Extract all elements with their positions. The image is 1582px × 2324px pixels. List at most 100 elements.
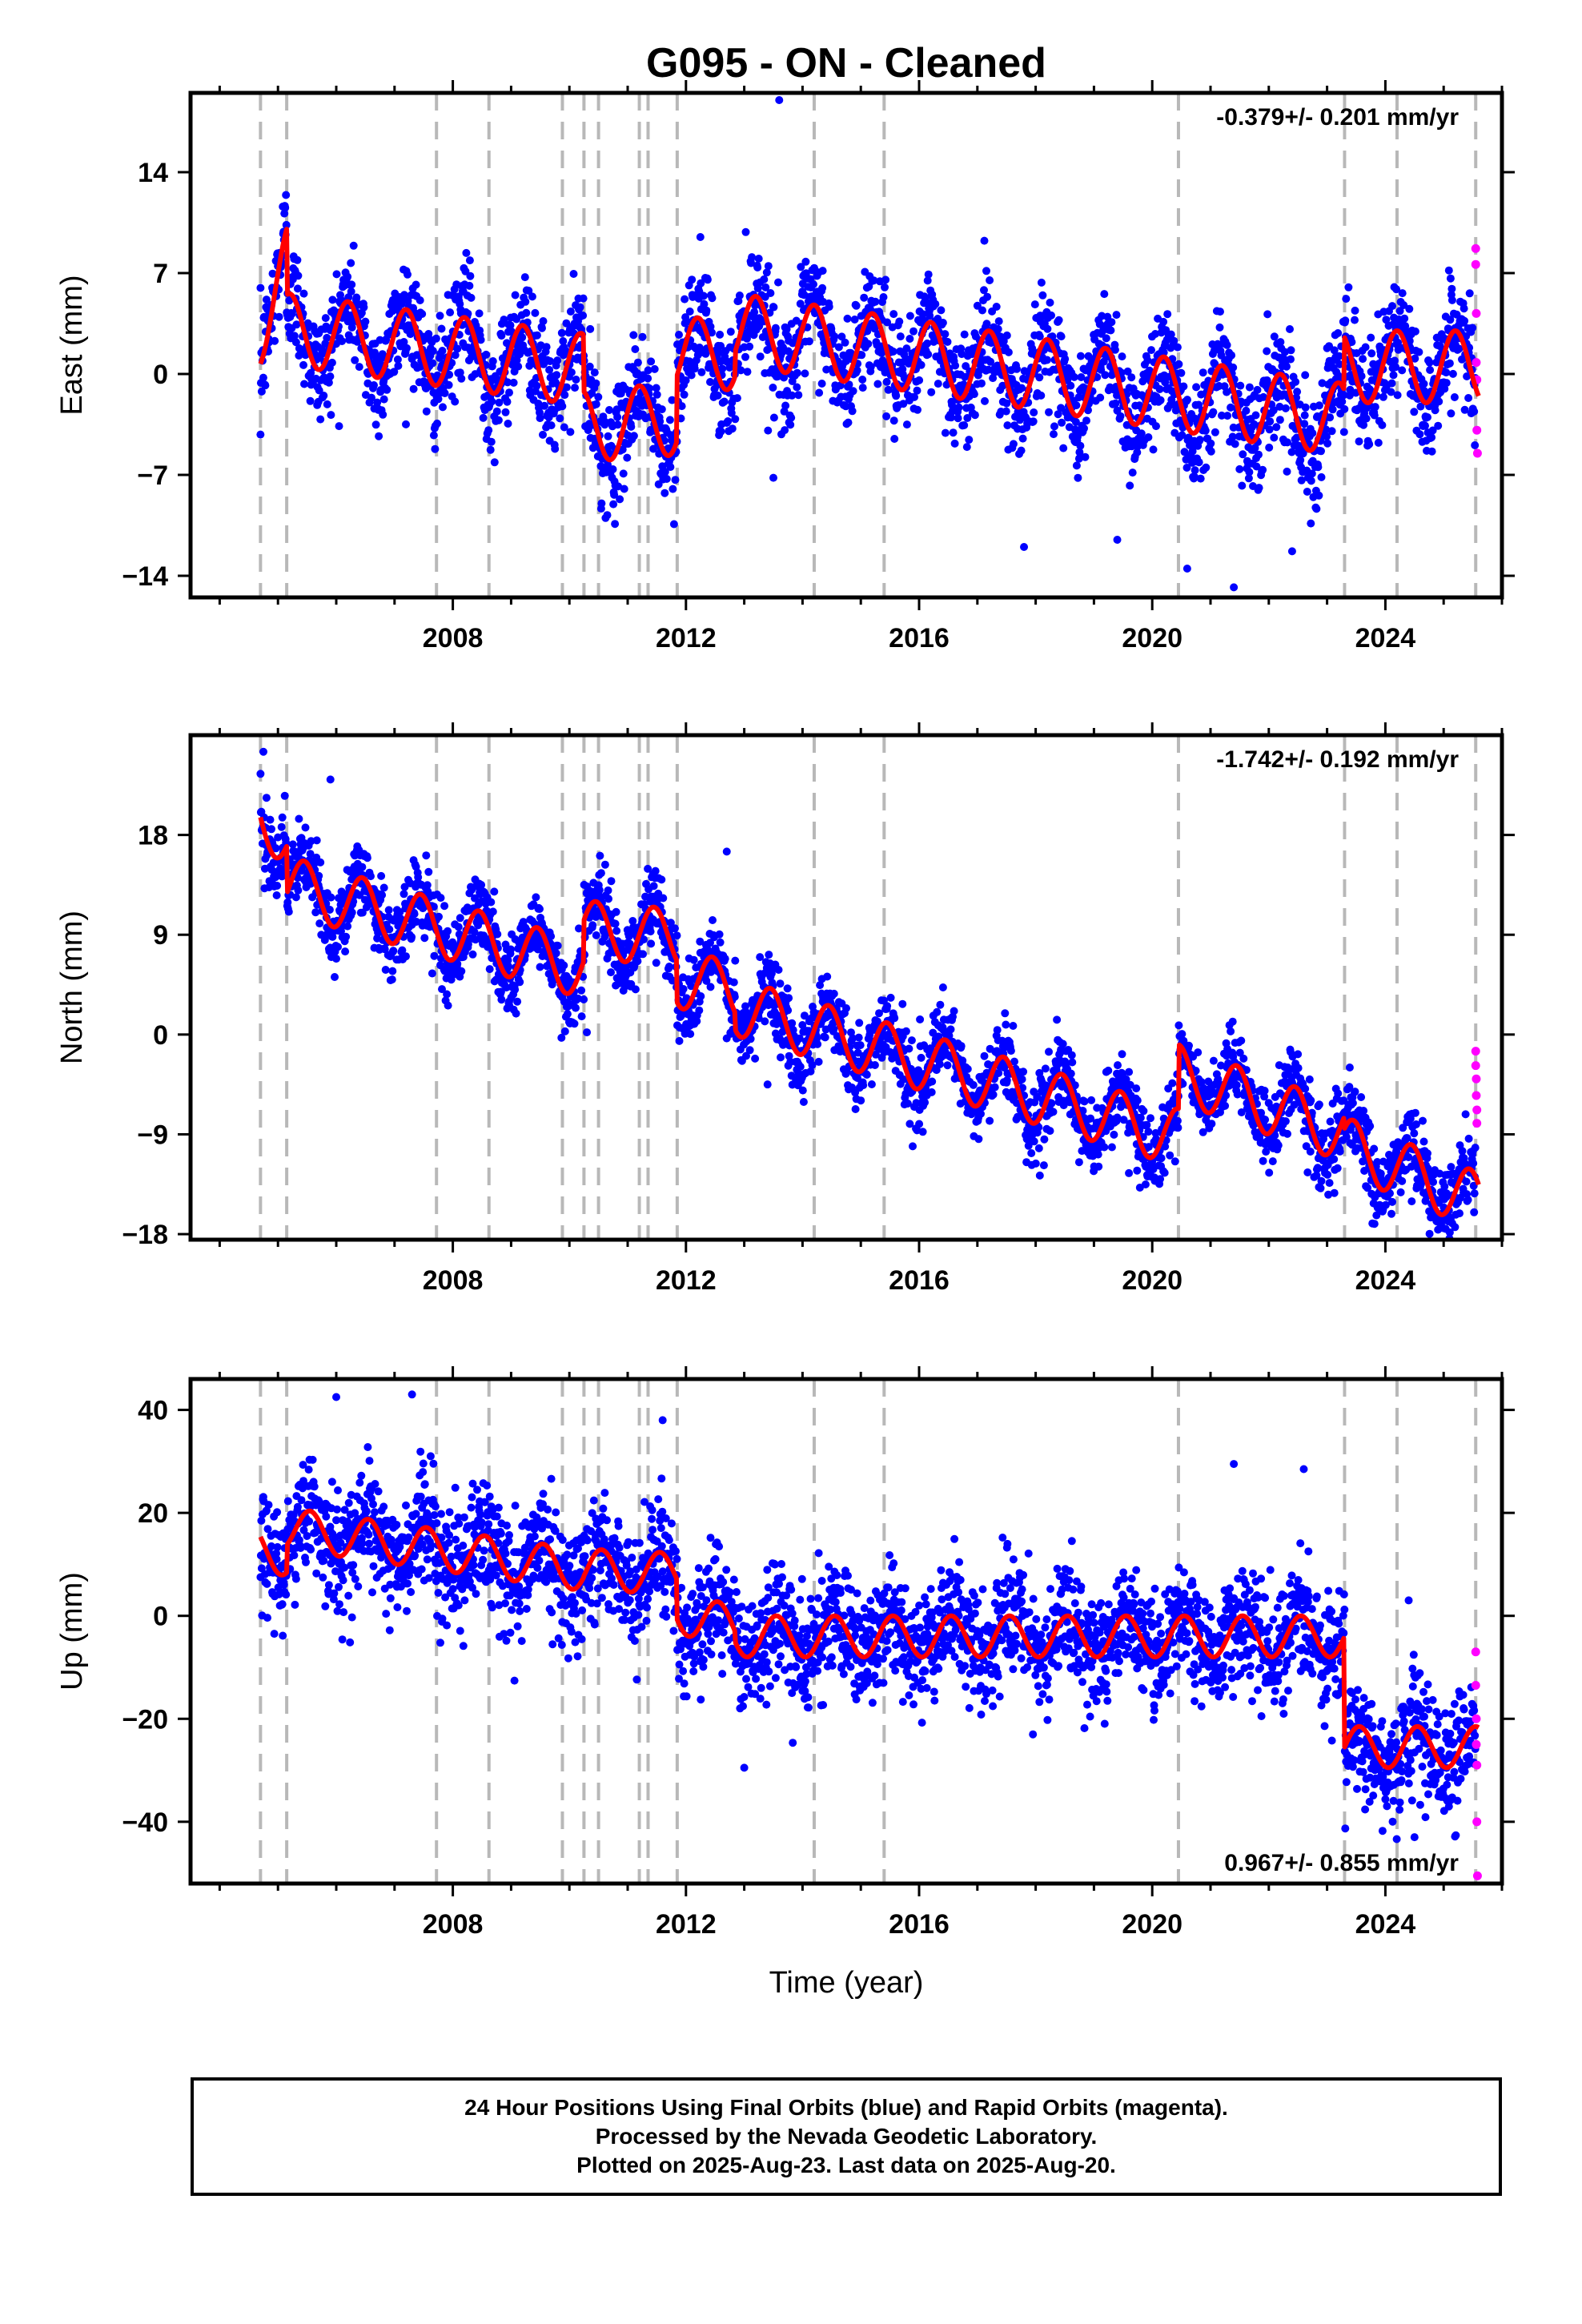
data-point (687, 371, 696, 380)
data-point (984, 365, 993, 374)
data-point (926, 312, 934, 320)
data-point (1127, 373, 1136, 382)
data-point (1398, 289, 1407, 298)
data-point (629, 432, 638, 440)
data-point (746, 1035, 755, 1043)
data-point (882, 377, 891, 386)
data-point (829, 1025, 838, 1034)
data-point (282, 220, 291, 229)
data-point (772, 1010, 781, 1019)
data-point (412, 280, 420, 289)
data-point (737, 366, 745, 375)
data-point (821, 1033, 829, 1042)
data-point (1170, 336, 1178, 345)
data-point (731, 956, 740, 965)
data-point (600, 860, 609, 869)
data-point (1199, 368, 1207, 377)
data-point (666, 463, 675, 472)
data-point (1173, 343, 1182, 352)
data-point (1074, 454, 1083, 463)
data-point (1201, 426, 1210, 435)
data-point (823, 972, 832, 981)
data-point (609, 500, 618, 509)
data-point (771, 324, 780, 332)
data-point (720, 397, 729, 406)
data-point (774, 966, 783, 974)
data-point (1030, 408, 1038, 416)
data-point (992, 303, 1001, 311)
data-point (327, 358, 336, 367)
data-point (378, 891, 387, 899)
data-point (782, 325, 791, 333)
data-point (1180, 448, 1189, 456)
data-point (1030, 300, 1039, 309)
data-point (608, 465, 617, 473)
model-fit-line-east (258, 227, 1481, 463)
data-point (1347, 338, 1356, 347)
data-point (623, 453, 632, 462)
data-point (784, 1006, 793, 1015)
data-point (471, 894, 479, 903)
data-point (393, 355, 402, 364)
data-point (468, 950, 477, 959)
data-point (1468, 324, 1477, 332)
data-point (983, 292, 992, 301)
data-point (852, 301, 861, 310)
data-point (377, 871, 386, 880)
data-point (657, 405, 666, 414)
data-point (699, 292, 708, 300)
data-point (1378, 420, 1387, 429)
data-point (394, 361, 403, 370)
data-point (813, 1039, 822, 1048)
data-point (607, 877, 616, 886)
data-point (842, 1004, 850, 1012)
data-point (1460, 304, 1468, 313)
data-point (470, 927, 479, 936)
data-point (627, 979, 636, 988)
data-point (328, 932, 337, 941)
data-point (467, 293, 476, 302)
data-point (1035, 332, 1044, 341)
data-point (1323, 432, 1331, 441)
data-point (1072, 461, 1081, 470)
data-point (1182, 464, 1191, 472)
data-point (539, 430, 547, 439)
data-point (724, 417, 733, 425)
data-point (1379, 392, 1387, 401)
data-point (1236, 381, 1245, 390)
data-point (1419, 380, 1428, 388)
data-point (1076, 352, 1085, 360)
data-point (706, 322, 715, 331)
data-point (1435, 397, 1443, 406)
data-point (1297, 476, 1306, 485)
data-point (681, 313, 690, 322)
data-point (706, 983, 715, 991)
data-point (1151, 330, 1159, 338)
data-point (644, 374, 652, 383)
data-point (1074, 393, 1083, 402)
data-point (1018, 434, 1027, 443)
data-point (271, 336, 279, 345)
data-point (596, 869, 605, 878)
data-point (980, 1051, 989, 1060)
data-point (327, 893, 335, 902)
data-point (978, 379, 986, 388)
data-point (1218, 411, 1226, 420)
data-point (629, 331, 638, 340)
data-point (512, 356, 521, 364)
data-point (793, 383, 801, 392)
data-point (923, 276, 932, 285)
data-point (1400, 314, 1409, 323)
data-point (595, 886, 604, 895)
data-point (981, 396, 989, 405)
data-point (884, 385, 893, 394)
data-point (1144, 433, 1153, 441)
data-point (367, 872, 375, 881)
data-point (680, 390, 689, 399)
data-point (762, 268, 771, 277)
data-point (403, 344, 411, 352)
data-point (778, 1027, 787, 1036)
data-point (590, 368, 599, 377)
data-point (901, 1027, 910, 1035)
